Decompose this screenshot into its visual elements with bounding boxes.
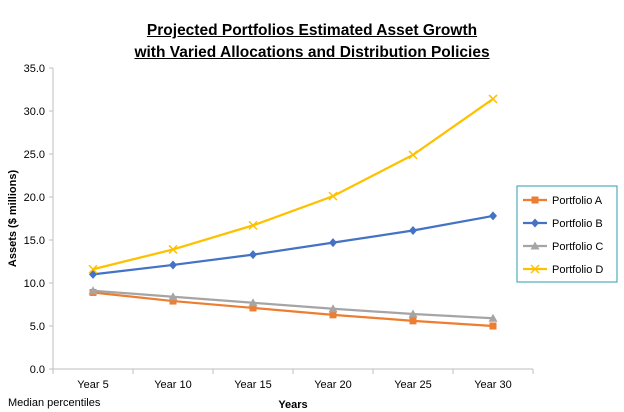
chart-title-line-1: Projected Portfolios Estimated Asset Gro… xyxy=(146,22,478,39)
data-point-portfolio-c xyxy=(328,304,338,313)
y-axis-label: Assets ($ millions) xyxy=(7,170,19,268)
data-point-portfolio-b xyxy=(169,260,177,270)
series-line-portfolio-a xyxy=(92,291,494,328)
data-point-portfolio-a xyxy=(169,297,177,305)
legend-marker-portfolio-d xyxy=(530,264,540,274)
data-point-portfolio-b xyxy=(409,226,417,236)
data-point-portfolio-a xyxy=(329,311,337,319)
x-tick-label: Year 15 xyxy=(234,379,272,391)
x-tick-label: Year 20 xyxy=(314,379,352,391)
data-point-portfolio-a xyxy=(409,317,417,325)
data-point-portfolio-c xyxy=(488,313,498,322)
x-tick-label: Year 30 xyxy=(474,379,512,391)
legend-label-portfolio-c: Portfolio C xyxy=(552,241,603,253)
x-tick-label: Year 10 xyxy=(154,379,192,391)
data-point-portfolio-d xyxy=(408,150,418,160)
y-tick-label: 30.0 xyxy=(24,106,45,118)
y-tick-label: 35.0 xyxy=(24,63,45,75)
legend-label-portfolio-a: Portfolio A xyxy=(552,195,603,207)
data-point-portfolio-b xyxy=(329,238,337,248)
data-point-portfolio-d xyxy=(328,191,338,201)
chart-title: Projected Portfolios Estimated Asset Gro… xyxy=(0,20,624,64)
series-line-portfolio-b xyxy=(92,214,494,276)
data-point-portfolio-d xyxy=(248,220,258,230)
y-tick-label: 5.0 xyxy=(30,321,45,333)
data-point-portfolio-d xyxy=(488,94,498,104)
legend-marker-portfolio-a xyxy=(531,196,539,204)
legend-label-portfolio-d: Portfolio D xyxy=(552,264,603,276)
footnote: Median percentiles xyxy=(8,397,101,409)
y-tick-label: 10.0 xyxy=(24,278,45,290)
legend-marker-portfolio-b xyxy=(531,218,539,228)
data-point-portfolio-d xyxy=(88,264,98,274)
y-tick-label: 0.0 xyxy=(30,364,45,376)
y-tick-label: 20.0 xyxy=(24,192,45,204)
x-tick-label: Year 5 xyxy=(77,379,108,391)
legend-marker-portfolio-c xyxy=(530,241,540,250)
data-point-portfolio-d xyxy=(168,244,178,254)
x-axis-label: Years xyxy=(278,399,307,411)
data-point-portfolio-c xyxy=(88,286,98,295)
data-point-portfolio-a xyxy=(249,304,257,312)
y-tick-label: 15.0 xyxy=(24,235,45,247)
y-tick-label: 25.0 xyxy=(24,149,45,161)
chart-title-line-2: with Varied Allocations and Distribution… xyxy=(134,44,490,61)
data-point-portfolio-c xyxy=(248,298,258,307)
data-point-portfolio-b xyxy=(489,211,497,221)
data-point-portfolio-c xyxy=(168,292,178,301)
data-point-portfolio-b xyxy=(249,250,257,260)
data-point-portfolio-c xyxy=(408,309,418,318)
data-point-portfolio-a xyxy=(489,322,497,330)
series-line-portfolio-c xyxy=(92,289,494,320)
x-tick-label: Year 25 xyxy=(394,379,432,391)
series-line-portfolio-d xyxy=(92,98,494,271)
legend-label-portfolio-b: Portfolio B xyxy=(552,218,603,230)
